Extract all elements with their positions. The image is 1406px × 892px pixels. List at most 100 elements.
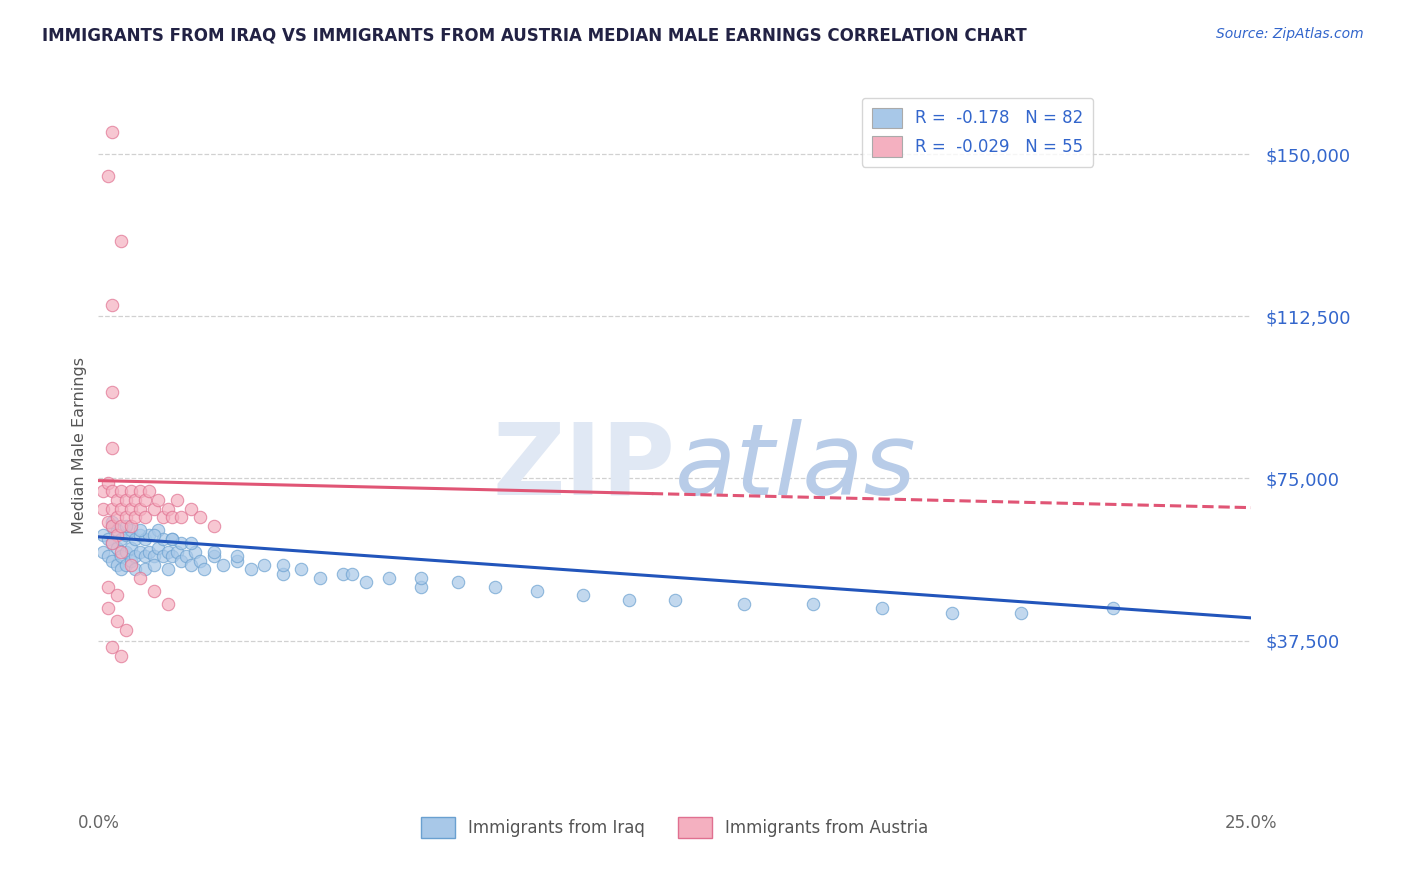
Point <box>142 558 165 572</box>
Point <box>378 571 401 585</box>
Point <box>105 510 128 524</box>
Point <box>271 558 294 572</box>
Point <box>134 532 156 546</box>
Point <box>115 510 138 524</box>
Point <box>105 558 128 572</box>
Point <box>152 532 174 546</box>
Point <box>101 125 124 139</box>
Point <box>134 549 156 564</box>
Point <box>202 545 225 559</box>
Point <box>101 536 124 550</box>
Point <box>91 484 114 499</box>
Point <box>97 532 120 546</box>
Point <box>801 597 824 611</box>
Point <box>101 384 124 399</box>
Point <box>105 588 128 602</box>
Point <box>174 549 197 564</box>
Point <box>142 527 165 541</box>
Point <box>97 169 120 183</box>
Point <box>617 592 640 607</box>
Point <box>129 527 152 541</box>
Point <box>180 501 202 516</box>
Point <box>91 527 114 541</box>
Point <box>134 562 156 576</box>
Legend: Immigrants from Iraq, Immigrants from Austria: Immigrants from Iraq, Immigrants from Au… <box>415 811 935 845</box>
Point <box>271 566 294 581</box>
Point <box>138 527 160 541</box>
Point <box>124 510 146 524</box>
Point <box>156 562 179 576</box>
Point <box>129 545 152 559</box>
Point <box>160 532 183 546</box>
Y-axis label: Median Male Earnings: Median Male Earnings <box>72 358 87 534</box>
Point <box>97 39 120 54</box>
Point <box>91 501 114 516</box>
Point <box>290 562 312 576</box>
Point <box>134 510 156 524</box>
Point <box>110 501 132 516</box>
Point <box>120 558 142 572</box>
Point <box>184 545 207 559</box>
Point <box>202 549 225 564</box>
Point <box>152 549 174 564</box>
Text: atlas: atlas <box>675 419 917 516</box>
Point <box>225 549 247 564</box>
Point <box>212 558 235 572</box>
Point <box>101 553 124 567</box>
Point <box>170 536 193 550</box>
Point <box>105 527 128 541</box>
Point <box>571 588 593 602</box>
Point <box>188 553 211 567</box>
Point <box>129 571 152 585</box>
Point <box>253 558 276 572</box>
Point <box>354 575 377 590</box>
Point <box>447 575 470 590</box>
Point <box>115 519 138 533</box>
Point <box>148 524 170 538</box>
Point <box>115 493 138 508</box>
Point <box>225 553 247 567</box>
Point <box>120 519 142 533</box>
Point <box>193 562 215 576</box>
Point <box>91 545 114 559</box>
Point <box>115 558 138 572</box>
Point <box>142 501 165 516</box>
Point <box>411 580 433 594</box>
Point <box>120 484 142 499</box>
Point <box>188 510 211 524</box>
Point <box>105 524 128 538</box>
Point <box>101 536 124 550</box>
Point <box>101 640 124 654</box>
Point <box>97 515 120 529</box>
Point <box>156 597 179 611</box>
Point <box>110 545 132 559</box>
Point <box>115 545 138 559</box>
Point <box>160 510 183 524</box>
Point <box>166 493 188 508</box>
Point <box>115 527 138 541</box>
Point <box>941 606 963 620</box>
Point <box>129 484 152 499</box>
Point <box>138 484 160 499</box>
Point <box>170 553 193 567</box>
Point <box>484 580 506 594</box>
Point <box>308 571 330 585</box>
Point <box>110 648 132 663</box>
Point <box>664 592 686 607</box>
Point <box>160 549 183 564</box>
Point <box>110 234 132 248</box>
Text: IMMIGRANTS FROM IRAQ VS IMMIGRANTS FROM AUSTRIA MEDIAN MALE EARNINGS CORRELATION: IMMIGRANTS FROM IRAQ VS IMMIGRANTS FROM … <box>42 27 1026 45</box>
Point <box>156 545 179 559</box>
Point <box>160 532 183 546</box>
Point <box>134 493 156 508</box>
Point <box>239 562 262 576</box>
Point <box>411 571 433 585</box>
Text: Source: ZipAtlas.com: Source: ZipAtlas.com <box>1216 27 1364 41</box>
Point <box>120 553 142 567</box>
Point <box>129 524 152 538</box>
Point <box>180 536 202 550</box>
Point <box>340 566 363 581</box>
Point <box>101 515 124 529</box>
Point <box>152 510 174 524</box>
Point <box>1102 601 1125 615</box>
